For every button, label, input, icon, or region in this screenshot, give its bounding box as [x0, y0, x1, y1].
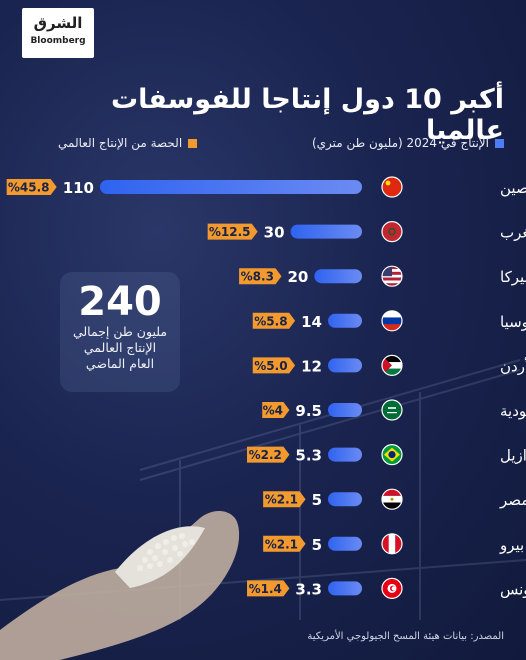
share-value-label: %4: [263, 404, 283, 418]
legend-production-swatch: [495, 138, 504, 148]
production-bar: [328, 313, 362, 328]
country-label: مصر: [499, 491, 526, 509]
production-value-label: 5: [312, 536, 322, 554]
share-badge: [247, 446, 290, 463]
share-value-label: %12.5: [209, 225, 251, 239]
usa-flag-icon: [381, 265, 403, 287]
peru-flag-icon: [381, 533, 403, 555]
production-bar: [328, 492, 362, 507]
bar-row: 12 %5.0 الأردن: [252, 354, 526, 376]
country-label: المغرب: [500, 224, 526, 242]
share-badge: [207, 223, 258, 240]
share-badge: [263, 535, 306, 552]
world-total-line1: مليون طن إجمالي: [72, 324, 168, 339]
legend-share: الحصة من الإنتاج العالمي: [58, 136, 198, 150]
share-value-label: %5.8: [254, 314, 287, 328]
production-value-label: 14: [301, 313, 322, 331]
production-bar: [328, 358, 362, 373]
share-value-label: %5.0: [254, 359, 287, 373]
share-badge: [239, 268, 282, 285]
bar-row: 5 %2.1 مصر: [263, 488, 526, 510]
country-label: السعودية: [500, 402, 526, 420]
share-badge: [252, 357, 296, 374]
country-label: تونس: [500, 580, 526, 598]
production-bar: [314, 269, 362, 284]
bar-row: 5.3 %2.2 البرازيل: [247, 444, 526, 466]
world-total-value: 240: [78, 279, 162, 325]
production-bar: [100, 180, 362, 194]
world-total-line3: العام الماضي: [85, 356, 155, 371]
bar-row: 3.3 %1.4 تونس: [247, 577, 526, 600]
share-value-label: %2.2: [249, 448, 282, 462]
country-label: البرازيل: [500, 447, 526, 465]
country-label: الصين: [500, 179, 526, 197]
production-bar: [290, 224, 362, 239]
legend-production-label: الإنتاج في 2024 (مليون طن متري): [311, 136, 489, 150]
production-value-label: 9.5: [295, 402, 322, 420]
country-label: الأردن: [500, 356, 526, 375]
logo-arabic: الشرق: [33, 14, 83, 32]
bar-row: 9.5 %4 السعودية: [262, 399, 526, 421]
production-value-label: 30: [264, 224, 285, 242]
production-value-label: 3.3: [295, 580, 322, 598]
tunisia-flag-icon: [381, 577, 403, 600]
china-flag-icon: [381, 176, 403, 198]
country-label: بيرو: [499, 536, 524, 554]
share-value-label: %2.1: [265, 537, 298, 551]
production-bar: [328, 536, 362, 551]
production-value-label: 12: [301, 357, 322, 375]
share-badge: [247, 580, 290, 597]
production-value-label: 20: [287, 268, 308, 286]
share-badge: [262, 402, 290, 418]
production-bar: [328, 581, 362, 596]
country-label: أميركا: [500, 267, 526, 286]
production-bar: [328, 447, 362, 462]
russia-flag-icon: [381, 310, 403, 332]
bar-row: 110 %45.8 الصين: [6, 176, 526, 198]
world-total-box: 240 مليون طن إجمالي الإنتاج العالمي العا…: [60, 272, 180, 392]
jordan-flag-icon: [381, 354, 403, 376]
asharq-bloomberg-logo: الشرق Bloomberg: [22, 8, 94, 58]
share-value-label: %1.4: [249, 582, 282, 596]
country-label: روسيا: [500, 313, 526, 331]
hand-with-phosphate-icon: [0, 510, 240, 660]
share-badge: [263, 491, 306, 508]
legend-production: الإنتاج في 2024 (مليون طن متري): [312, 136, 504, 150]
share-value-label: %8.3: [241, 270, 274, 284]
share-value-label: %2.1: [265, 493, 298, 507]
legend-share-label: الحصة من الإنتاج العالمي: [58, 136, 183, 150]
legend-share-swatch: [188, 138, 198, 148]
production-value-label: 110: [63, 179, 94, 197]
share-value-label: %45.8: [8, 181, 50, 195]
bar-row: 20 %8.3 أميركا: [239, 265, 526, 287]
bar-row: 14 %5.8 روسيا: [252, 310, 526, 332]
share-badge: [252, 312, 296, 329]
logo-english: Bloomberg: [30, 36, 86, 46]
chart-title: أكبر 10 دول إنتاجا للفوسفات عالميا: [111, 84, 504, 146]
bar-row: 5 %2.1 بيرو: [263, 533, 524, 555]
bar-row: 30 %12.5 المغرب: [207, 221, 526, 243]
production-value-label: 5.3: [295, 447, 322, 465]
production-value-label: 5: [312, 491, 322, 509]
production-bar: [328, 403, 362, 417]
egypt-flag-icon: [381, 488, 403, 510]
saudi-flag-icon: [381, 399, 403, 421]
brazil-flag-icon: [381, 444, 403, 466]
world-total-line2: الإنتاج العالمي: [83, 340, 157, 355]
morocco-flag-icon: [381, 221, 403, 243]
share-badge: [6, 179, 57, 195]
source-note: المصدر: بيانات هيئة المسح الجيولوجي الأم…: [307, 631, 504, 642]
